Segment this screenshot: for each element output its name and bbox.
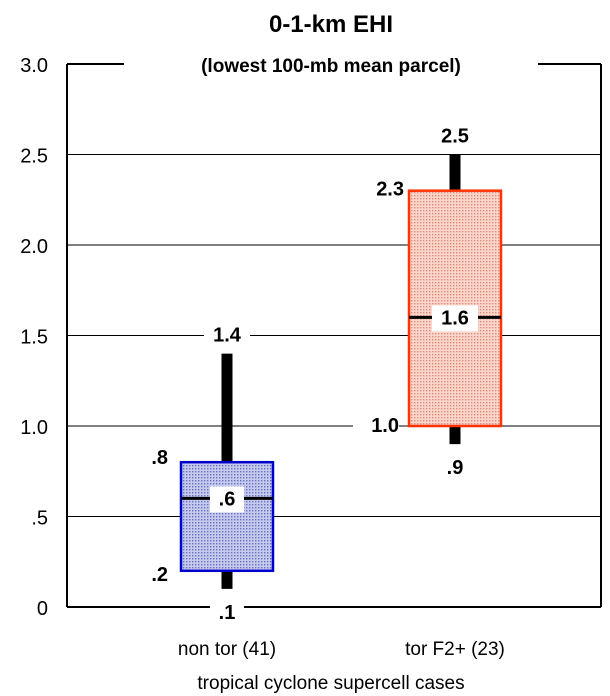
q1-label-bg bbox=[134, 561, 168, 588]
whisker-high-label: 1.4 bbox=[213, 325, 242, 347]
x-axis-label: tropical cyclone supercell cases bbox=[197, 673, 464, 694]
q3-label-bg bbox=[358, 176, 404, 203]
whisker-high-label: 2.5 bbox=[441, 126, 469, 148]
whisker-high-label-bg bbox=[204, 322, 250, 349]
q1-label-bg bbox=[353, 413, 399, 439]
whisker-low-label: .1 bbox=[219, 602, 236, 624]
y-axis-ticks: 0 .5 1.0 1.5 2.0 2.5 3.0 bbox=[20, 55, 48, 620]
y-tick-label: 1.0 bbox=[20, 417, 48, 439]
y-tick-label: 2.0 bbox=[20, 236, 48, 258]
y-tick-label: .5 bbox=[31, 508, 48, 530]
boxes: .6 1.4 .1 .8 .2 1.6 2.5 .9 2.3 1.0 bbox=[134, 123, 503, 626]
q3-label-bg bbox=[134, 445, 168, 472]
y-tick-label: 0 bbox=[37, 598, 48, 620]
q3-label: .8 bbox=[151, 447, 168, 469]
median-label: 1.6 bbox=[441, 307, 469, 329]
median-label-bg bbox=[432, 305, 478, 332]
y-tick-label: 1.5 bbox=[20, 327, 48, 349]
median-label-bg bbox=[210, 486, 244, 513]
q1-label: 1.0 bbox=[371, 415, 399, 437]
y-tick-label: 3.0 bbox=[20, 55, 48, 77]
whisker-high-label-bg bbox=[432, 123, 478, 150]
q1-label: .2 bbox=[151, 564, 168, 586]
whisker-low-label: .9 bbox=[447, 457, 464, 479]
grid-lines bbox=[67, 154, 601, 517]
chart-subtitle: (lowest 100-mb mean parcel) bbox=[201, 56, 461, 77]
chart-title: 0-1-km EHI bbox=[269, 11, 393, 38]
x-axis-categories: non tor (41) tor F2+ (23) bbox=[178, 639, 505, 660]
x-category-label: tor F2+ (23) bbox=[405, 639, 505, 660]
whisker-low-label-bg bbox=[438, 455, 472, 482]
whisker-low-label-bg bbox=[210, 599, 244, 626]
box bbox=[179, 460, 275, 573]
y-tick-label: 2.5 bbox=[20, 146, 48, 168]
median-label: .6 bbox=[219, 488, 236, 510]
x-category-label: non tor (41) bbox=[178, 639, 276, 660]
q3-label: 2.3 bbox=[376, 179, 404, 201]
plot-frame bbox=[66, 63, 602, 608]
